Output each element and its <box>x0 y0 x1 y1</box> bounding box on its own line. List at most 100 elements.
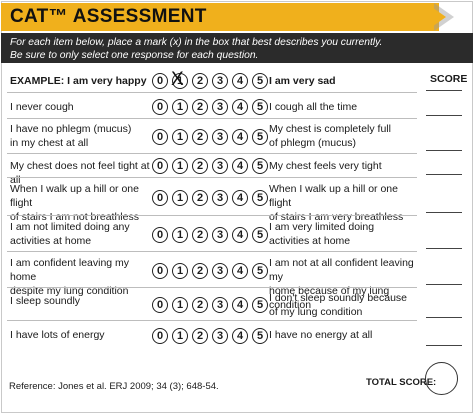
response-option-2[interactable]: 2 <box>192 227 208 243</box>
response-option-0[interactable]: 0 <box>152 328 168 344</box>
option-number: 4 <box>236 192 244 204</box>
response-option-4[interactable]: 4 <box>232 129 248 145</box>
response-option-4[interactable]: 4 <box>232 263 248 279</box>
option-number: 3 <box>216 101 224 113</box>
example-option-0[interactable]: 0 <box>152 73 168 89</box>
example-option-5[interactable]: 5 <box>252 73 268 89</box>
label-line: activities at home <box>10 235 92 247</box>
response-option-3[interactable]: 3 <box>212 227 228 243</box>
question-right-label: My chest is completely full of phlegm (mu… <box>269 122 421 150</box>
option-number: 3 <box>216 160 224 172</box>
label-line: I sleep soundly <box>10 295 81 307</box>
response-option-3[interactable]: 3 <box>212 190 228 206</box>
response-option-0[interactable]: 0 <box>152 263 168 279</box>
response-option-1[interactable]: 1 <box>172 129 188 145</box>
label-line: despite my lung condition <box>10 285 129 297</box>
response-option-5[interactable]: 5 <box>252 227 268 243</box>
response-option-5[interactable]: 5 <box>252 129 268 145</box>
response-option-2[interactable]: 2 <box>192 158 208 174</box>
response-option-3[interactable]: 3 <box>212 158 228 174</box>
response-option-0[interactable]: 0 <box>152 190 168 206</box>
score-entry-line[interactable] <box>426 212 462 213</box>
option-number: 0 <box>156 229 164 241</box>
response-option-2[interactable]: 2 <box>192 297 208 313</box>
total-score-field[interactable] <box>425 362 458 395</box>
response-option-2[interactable]: 2 <box>192 263 208 279</box>
label-line: My chest feels very tight <box>269 160 382 172</box>
response-option-1[interactable]: 1 <box>172 297 188 313</box>
response-option-1[interactable]: 1 <box>172 158 188 174</box>
label-line: I have no phlegm (mucus) <box>10 123 132 135</box>
response-option-1[interactable]: 1 <box>172 99 188 115</box>
response-option-3[interactable]: 3 <box>212 99 228 115</box>
response-option-5[interactable]: 5 <box>252 99 268 115</box>
response-option-2[interactable]: 2 <box>192 99 208 115</box>
response-option-0[interactable]: 0 <box>152 158 168 174</box>
response-option-5[interactable]: 5 <box>252 190 268 206</box>
score-entry-line[interactable] <box>426 150 462 151</box>
option-number: 4 <box>236 160 244 172</box>
option-number: 1 <box>176 299 184 311</box>
score-entry-line[interactable] <box>426 248 462 249</box>
response-option-2[interactable]: 2 <box>192 129 208 145</box>
response-option-2[interactable]: 2 <box>192 190 208 206</box>
instructions-banner: For each item below, place a mark (x) in… <box>1 33 473 63</box>
option-number: 1 <box>176 229 184 241</box>
response-option-1[interactable]: 1 <box>172 190 188 206</box>
question-row: I am not limited doing any activities at … <box>1 219 473 251</box>
response-option-5[interactable]: 5 <box>252 328 268 344</box>
option-number: 0 <box>156 131 164 143</box>
response-option-4[interactable]: 4 <box>232 328 248 344</box>
response-option-4[interactable]: 4 <box>232 99 248 115</box>
response-option-0[interactable]: 0 <box>152 227 168 243</box>
option-number: 1 <box>176 265 184 277</box>
label-line: home because of my lung condition <box>269 285 390 311</box>
score-entry-line[interactable] <box>426 345 462 346</box>
question-right-label: My chest feels very tight <box>269 159 421 173</box>
response-option-2[interactable]: 2 <box>192 328 208 344</box>
response-option-3[interactable]: 3 <box>212 328 228 344</box>
row-divider <box>7 153 417 154</box>
response-option-5[interactable]: 5 <box>252 158 268 174</box>
question-right-label: I have no energy at all <box>269 328 421 342</box>
row-divider <box>7 251 417 252</box>
response-option-4[interactable]: 4 <box>232 227 248 243</box>
response-option-5[interactable]: 5 <box>252 297 268 313</box>
option-number: 3 <box>216 192 224 204</box>
option-number: 5 <box>256 160 264 172</box>
response-option-1[interactable]: 1 <box>172 328 188 344</box>
example-option-3[interactable]: 3 <box>212 73 228 89</box>
instructions-line-1: For each item below, place a mark (x) in… <box>10 37 383 48</box>
score-entry-line[interactable] <box>426 284 462 285</box>
question-left-label: I have lots of energy <box>10 328 150 342</box>
response-option-1[interactable]: 1 <box>172 227 188 243</box>
score-entry-line[interactable] <box>426 317 462 318</box>
response-option-4[interactable]: 4 <box>232 297 248 313</box>
response-option-3[interactable]: 3 <box>212 297 228 313</box>
option-number: 5 <box>256 131 264 143</box>
response-option-5[interactable]: 5 <box>252 263 268 279</box>
response-option-4[interactable]: 4 <box>232 158 248 174</box>
response-option-0[interactable]: 0 <box>152 129 168 145</box>
example-score-line <box>426 90 462 91</box>
score-entry-line[interactable] <box>426 174 462 175</box>
label-line: My chest is completely full <box>269 123 391 135</box>
option-number: 4 <box>236 131 244 143</box>
example-option-4[interactable]: 4 <box>232 73 248 89</box>
response-option-0[interactable]: 0 <box>152 297 168 313</box>
option-number: 2 <box>196 265 204 277</box>
score-entry-line[interactable] <box>426 115 462 116</box>
response-option-3[interactable]: 3 <box>212 129 228 145</box>
label-line: I have no energy at all <box>269 329 373 341</box>
response-option-3[interactable]: 3 <box>212 263 228 279</box>
response-option-4[interactable]: 4 <box>232 190 248 206</box>
label-line: I am not limited doing any <box>10 221 130 233</box>
row-divider <box>7 92 417 93</box>
example-option-2[interactable]: 2 <box>192 73 208 89</box>
option-number: 1 <box>176 192 184 204</box>
response-option-0[interactable]: 0 <box>152 99 168 115</box>
response-option-1[interactable]: 1 <box>172 263 188 279</box>
